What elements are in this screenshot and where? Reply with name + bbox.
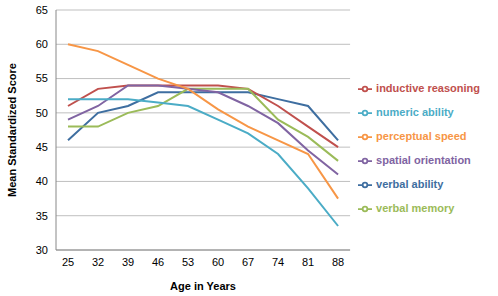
svg-text:60: 60 <box>36 38 48 50</box>
svg-text:Mean Standardized Score: Mean Standardized Score <box>8 63 18 197</box>
svg-text:55: 55 <box>36 72 48 84</box>
svg-text:53: 53 <box>182 256 194 268</box>
svg-text:60: 60 <box>212 256 224 268</box>
svg-text:65: 65 <box>36 4 48 16</box>
svg-text:81: 81 <box>302 256 314 268</box>
svg-text:30: 30 <box>36 244 48 256</box>
svg-text:25: 25 <box>62 256 74 268</box>
svg-text:32: 32 <box>92 256 104 268</box>
svg-text:88: 88 <box>332 256 344 268</box>
svg-text:50: 50 <box>36 107 48 119</box>
html-text:numeric ability: numeric ability <box>376 106 454 118</box>
svg-text:46: 46 <box>152 256 164 268</box>
html-text:spatial orientation: spatial orientation <box>376 154 471 166</box>
svg-text:Age in Years: Age in Years <box>170 280 236 292</box>
html-text:verbal memory: verbal memory <box>376 202 455 214</box>
html-text:inductive reasoning: inductive reasoning <box>376 82 480 94</box>
svg-text:40: 40 <box>36 175 48 187</box>
svg-text:39: 39 <box>122 256 134 268</box>
html-text:verbal ability: verbal ability <box>376 178 444 190</box>
html-text:perceptual speed: perceptual speed <box>376 130 467 142</box>
svg-text:74: 74 <box>272 256 284 268</box>
svg-text:67: 67 <box>242 256 254 268</box>
svg-text:45: 45 <box>36 141 48 153</box>
svg-text:35: 35 <box>36 210 48 222</box>
